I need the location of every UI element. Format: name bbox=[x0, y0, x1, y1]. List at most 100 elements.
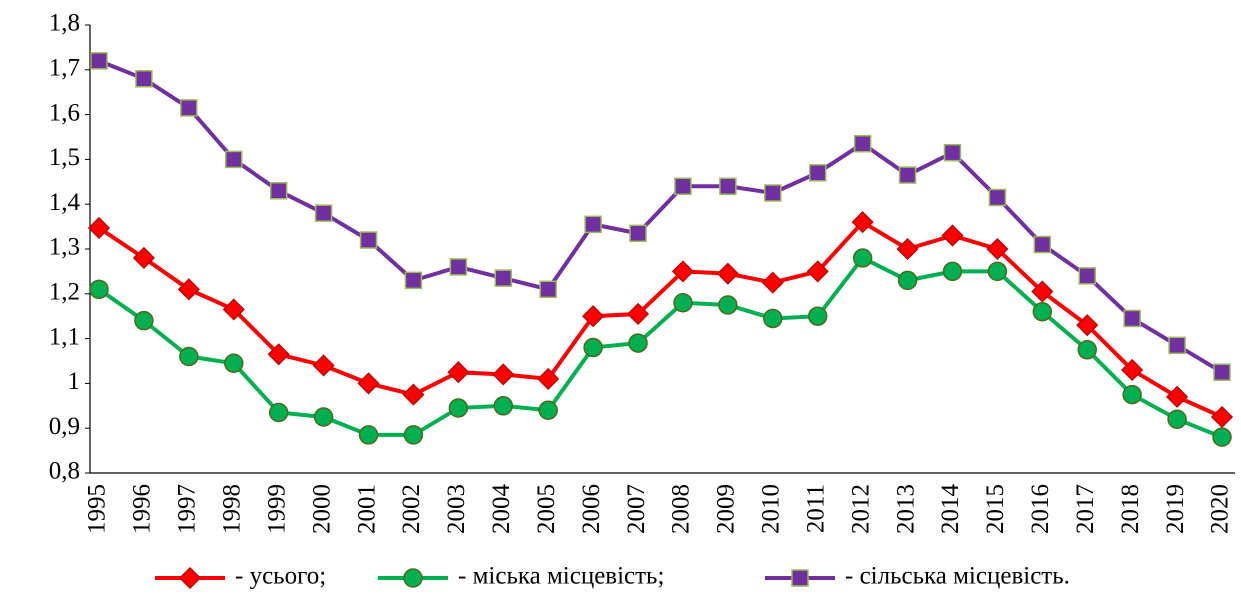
point bbox=[177, 278, 200, 301]
legend-label: - міська місцевість; bbox=[458, 563, 664, 590]
x-tick-label: 1997 bbox=[174, 484, 201, 534]
point bbox=[896, 237, 919, 261]
x-tick-label: 2001 bbox=[353, 484, 380, 534]
point bbox=[851, 211, 874, 234]
point bbox=[179, 346, 199, 367]
point bbox=[1167, 409, 1187, 429]
y-tick-label: 0,9 bbox=[49, 413, 80, 440]
point bbox=[359, 231, 378, 249]
y-tick-label: 1,6 bbox=[49, 99, 80, 126]
legend-label: - сільська місцевість. bbox=[845, 563, 1070, 590]
point bbox=[180, 99, 198, 117]
y-tick-label: 1,4 bbox=[49, 189, 81, 216]
point bbox=[763, 308, 783, 329]
point bbox=[90, 52, 108, 70]
y-tick-label: 1,7 bbox=[49, 55, 80, 82]
legend-marker bbox=[178, 566, 202, 590]
point bbox=[718, 295, 738, 315]
point bbox=[1168, 336, 1186, 355]
y-tick-label: 1,8 bbox=[49, 10, 80, 37]
x-tick-label: 2019 bbox=[1162, 484, 1189, 534]
legend-marker bbox=[403, 568, 423, 588]
y-tick-label: 1,5 bbox=[49, 144, 80, 171]
point bbox=[1123, 309, 1141, 328]
point bbox=[671, 260, 695, 283]
x-tick-label: 2011 bbox=[802, 484, 829, 533]
point bbox=[852, 248, 873, 268]
x-tick-label: 2002 bbox=[398, 484, 425, 534]
x-tick-label: 2007 bbox=[623, 484, 650, 534]
y-tick-label: 1,3 bbox=[49, 234, 80, 261]
series-line bbox=[97, 255, 1223, 440]
point bbox=[628, 333, 648, 353]
point bbox=[673, 293, 693, 313]
x-tick-label: 2017 bbox=[1072, 484, 1099, 534]
point bbox=[1121, 358, 1144, 382]
point bbox=[986, 237, 1009, 261]
point bbox=[1077, 340, 1097, 360]
x-tick-label: 1996 bbox=[129, 484, 156, 534]
point bbox=[626, 302, 650, 326]
point bbox=[942, 261, 963, 282]
x-tick-label: 2018 bbox=[1117, 484, 1144, 534]
point bbox=[493, 396, 514, 416]
point bbox=[1031, 280, 1054, 303]
point bbox=[87, 216, 111, 240]
point bbox=[404, 271, 423, 290]
y-tick-label: 1 bbox=[68, 368, 81, 395]
point bbox=[1213, 363, 1231, 381]
point bbox=[403, 425, 424, 445]
x-tick-label: 2016 bbox=[1027, 484, 1054, 534]
point bbox=[267, 343, 290, 366]
legend-marker bbox=[791, 569, 809, 587]
point bbox=[761, 271, 784, 294]
point bbox=[312, 354, 335, 377]
point bbox=[134, 310, 154, 331]
point bbox=[806, 260, 829, 283]
point bbox=[222, 298, 245, 321]
x-tick-label: 2012 bbox=[847, 484, 874, 534]
point bbox=[941, 224, 964, 247]
point bbox=[225, 150, 243, 169]
point bbox=[313, 407, 334, 427]
x-tick-label: 2009 bbox=[713, 484, 740, 534]
point bbox=[132, 246, 155, 270]
y-tick-label: 1,1 bbox=[49, 323, 80, 350]
x-tick-label: 2015 bbox=[982, 484, 1009, 534]
point bbox=[537, 367, 560, 390]
x-tick-label: 2004 bbox=[488, 484, 515, 535]
point bbox=[269, 182, 288, 200]
point bbox=[807, 306, 828, 326]
x-tick-label: 1998 bbox=[218, 484, 245, 534]
point bbox=[988, 188, 1007, 207]
point bbox=[538, 400, 558, 421]
x-tick-label: 2006 bbox=[578, 484, 605, 534]
point bbox=[492, 363, 515, 386]
x-tick-label: 2008 bbox=[668, 484, 695, 534]
point bbox=[358, 425, 379, 445]
point bbox=[1210, 405, 1234, 429]
point bbox=[987, 261, 1008, 282]
x-tick-label: 2003 bbox=[443, 484, 470, 534]
point bbox=[402, 383, 425, 406]
point bbox=[448, 398, 469, 418]
point bbox=[1076, 314, 1099, 337]
point bbox=[764, 184, 782, 202]
x-tick-label: 2010 bbox=[758, 484, 785, 534]
point bbox=[897, 270, 918, 291]
point bbox=[808, 164, 827, 182]
point bbox=[89, 279, 109, 300]
point bbox=[629, 224, 647, 243]
x-tick-label: 2014 bbox=[937, 484, 964, 535]
y-tick-label: 1,2 bbox=[49, 279, 80, 306]
point bbox=[716, 262, 739, 285]
point bbox=[539, 280, 557, 299]
x-tick-label: 1995 bbox=[84, 484, 111, 534]
point bbox=[719, 177, 737, 196]
point bbox=[1078, 267, 1096, 285]
point bbox=[449, 258, 468, 276]
legend-label: - усього; bbox=[235, 563, 326, 590]
x-tick-label: 2005 bbox=[533, 484, 560, 534]
point bbox=[494, 269, 513, 287]
point bbox=[268, 402, 289, 423]
